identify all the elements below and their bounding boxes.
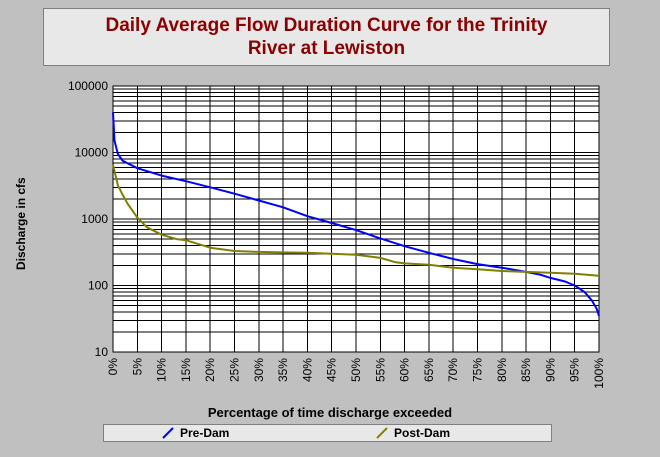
y-tick-label: 100000 xyxy=(68,79,108,93)
y-axis-label: Discharge in cfs xyxy=(14,177,28,270)
x-tick-label: 100% xyxy=(592,358,606,389)
x-tick-label: 50% xyxy=(349,358,363,382)
x-tick-label: 80% xyxy=(495,358,509,382)
x-tick-label: 40% xyxy=(300,358,314,382)
x-tick-label: 15% xyxy=(179,358,193,382)
legend-label-pre-dam: Pre-Dam xyxy=(180,426,230,440)
x-tick-label: 0% xyxy=(106,358,120,376)
series-line-post-dam xyxy=(112,164,600,277)
x-axis-label: Percentage of time discharge exceeded xyxy=(207,405,453,420)
x-tick-label: 25% xyxy=(228,358,242,382)
x-tick-label: 20% xyxy=(203,358,217,382)
x-tick-label: 45% xyxy=(325,358,339,382)
chart-title-box: Daily Average Flow Duration Curve for th… xyxy=(43,8,610,66)
legend: Pre-Dam Post-Dam xyxy=(103,424,552,442)
x-tick-label: 90% xyxy=(543,358,557,382)
y-tick-label: 10000 xyxy=(75,146,109,160)
plot-border xyxy=(112,85,600,353)
y-tick-label: 1000 xyxy=(81,212,108,226)
legend-item-pre-dam: Pre-Dam xyxy=(162,426,229,440)
x-tick-label: 10% xyxy=(155,358,169,382)
x-tick-label: 65% xyxy=(422,358,436,382)
chart-title: Daily Average Flow Duration Curve for th… xyxy=(105,15,548,59)
y-tick-label: 10 xyxy=(95,345,109,359)
x-tick-label: 95% xyxy=(568,358,582,382)
legend-swatch-pre-dam xyxy=(162,427,174,439)
legend-item-post-dam: Post-Dam xyxy=(376,426,450,440)
x-tick-label: 75% xyxy=(471,358,485,382)
x-tick-label: 5% xyxy=(130,358,144,376)
series-line-pre-dam xyxy=(112,112,600,317)
x-tick-label: 70% xyxy=(446,358,460,382)
legend-label-post-dam: Post-Dam xyxy=(394,426,451,440)
y-tick-label: 100 xyxy=(88,279,108,293)
x-tick-label: 30% xyxy=(252,358,266,382)
legend-swatch-post-dam xyxy=(376,427,388,439)
x-tick-label: 55% xyxy=(373,358,387,382)
x-tick-label: 85% xyxy=(519,358,533,382)
x-tick-label: 60% xyxy=(398,358,412,382)
x-tick-label: 35% xyxy=(276,358,290,382)
